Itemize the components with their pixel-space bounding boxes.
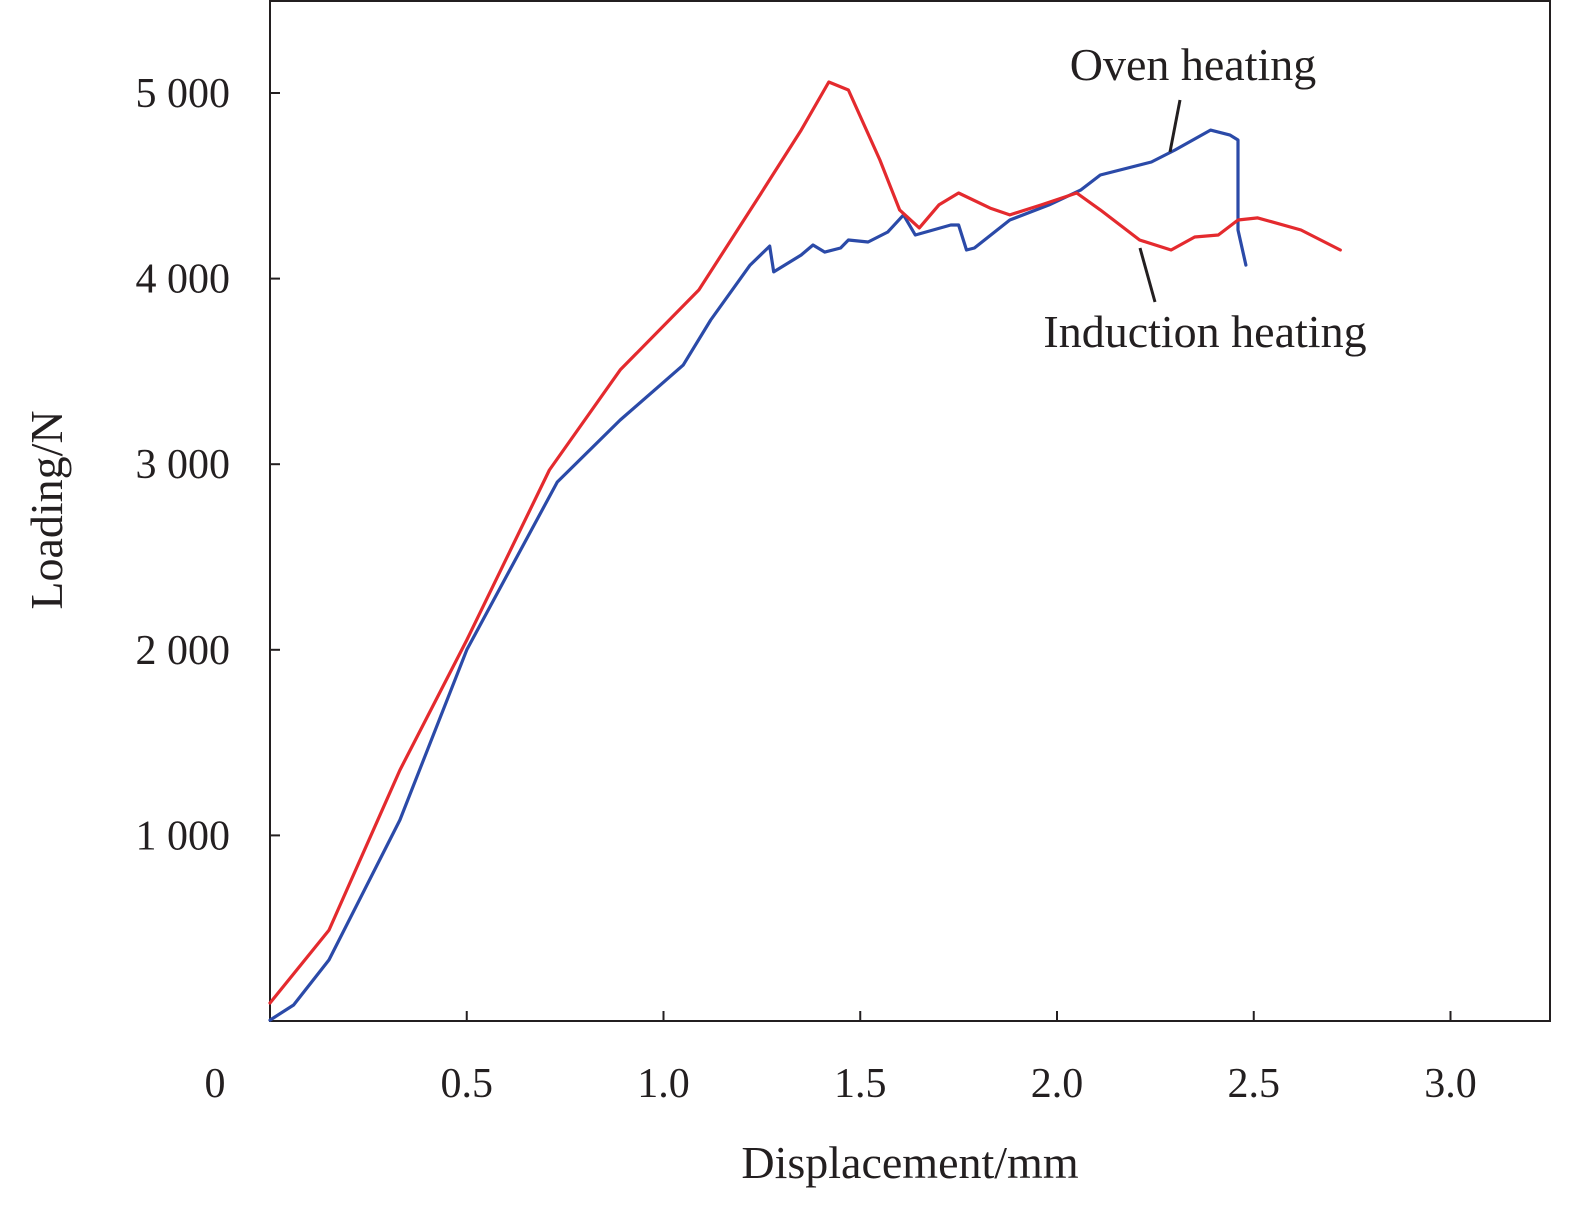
y-tick-label: 5 000 [136, 71, 231, 117]
plot-frame [269, 0, 1551, 1022]
y-tick-label: 3 000 [136, 442, 231, 488]
x-tick-label: 0.5 [441, 1061, 494, 1107]
y-tick-label: 4 000 [136, 257, 231, 303]
y-tick-label: 1 000 [136, 813, 231, 859]
y-axis-label: Loading/N [21, 410, 72, 609]
induction-heating-label: Induction heating [1043, 306, 1366, 357]
induction-heating-leader-line [1138, 247, 1157, 303]
x-axis-label: Displacement/mm [741, 1137, 1078, 1188]
x-tick-label: 1.5 [834, 1061, 887, 1107]
x-tick-label: 3.0 [1424, 1061, 1477, 1107]
x-tick-label: 1.0 [637, 1061, 690, 1107]
oven-heating-line [268, 128, 1248, 1022]
origin-label: 0 [205, 1061, 226, 1107]
x-tick-label: 2.5 [1228, 1061, 1281, 1107]
y-tick-label: 2 000 [136, 628, 231, 674]
x-tick-label: 2.0 [1031, 1061, 1084, 1107]
oven-heating-label: Oven heating [1070, 39, 1317, 90]
induction-heating-line [268, 80, 1342, 1005]
oven-heating-leader-line [1168, 99, 1182, 153]
